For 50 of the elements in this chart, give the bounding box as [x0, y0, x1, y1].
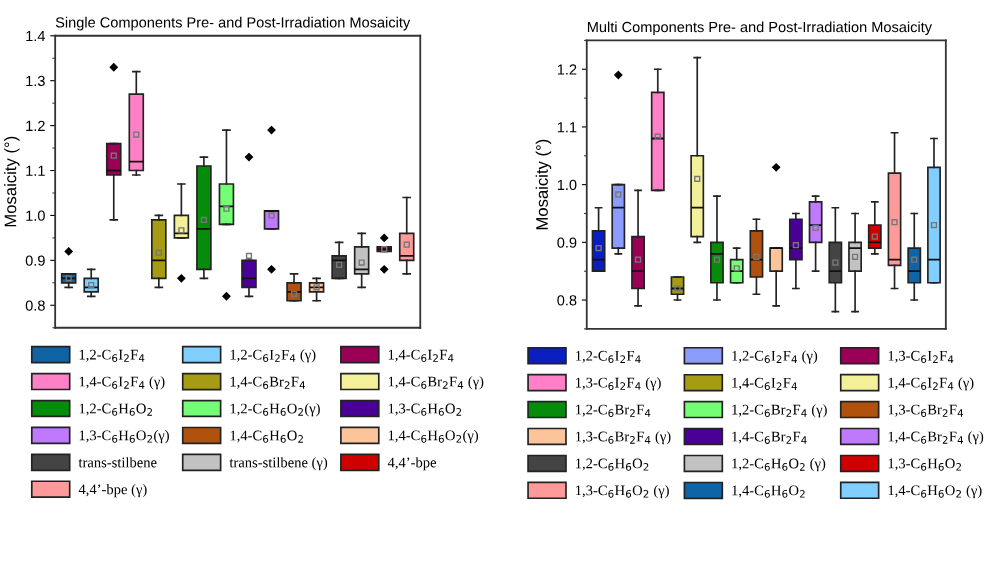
legend-label: 1,4-C$_{6}$Br$_{2}$F$_{4}$ (γ) — [888, 431, 984, 445]
y-tick-label: 1.3 — [26, 75, 45, 87]
legend-label: 1,3-C$_{6}$H$_{6}$O$_{2}$ — [888, 458, 961, 471]
y-tick-label: 1.2 — [557, 64, 577, 75]
y-tick-label: 0.8 — [557, 295, 577, 306]
legend-label: 1,3-C$_{6}$H$_{6}$O$_{2}$ (γ) — [576, 485, 669, 499]
legend-label: 1,3-C$_{6}$I$_{2}$F$_{4}$ — [888, 350, 954, 364]
y-tick-label: 1.1 — [557, 122, 577, 133]
legend-label: 1,3-C$_{6}$I$_{2}$F$_{4}$ (γ) — [576, 377, 661, 391]
legend-label: 4,4’-bpe — [387, 457, 437, 471]
legend-label: 1,2-C$_{6}$Br$_{2}$F$_{4}$ — [576, 404, 651, 417]
y-tick-label: 0.8 — [25, 300, 45, 311]
y-tick-label: 0.9 — [557, 237, 577, 248]
legend-label: trans-stilbene — [78, 457, 157, 468]
legend-label: 1,4-C$_{6}$Br$_{2}$F$_{4}$ — [732, 431, 807, 444]
legend-label: 1,2-C$_{6}$H$_{6}$O$_{2}$ — [79, 403, 152, 416]
y-tick-label: 1.4 — [26, 31, 46, 42]
y-axis-title: Mosaicity (°) — [4, 136, 20, 227]
legend-label: 1,4-C$_{6}$H$_{6}$O$_{2}$ — [230, 430, 303, 443]
legend-label: 1,4-C$_{6}$I$_{2}$F$_{4}$ (γ) — [888, 377, 974, 391]
legend-label: 1,2-C$_{6}$H$_{6}$O$_{2}$ (γ) — [732, 458, 826, 472]
legend-label: 4,4’-bpe (γ) — [78, 484, 147, 498]
y-tick-label: 1.1 — [26, 165, 45, 176]
y-tick-label: 1.0 — [557, 179, 577, 191]
legend-label: 1,2-C$_{6}$H$_{6}$O$_{2}$(γ) — [230, 403, 320, 417]
legend-label: 1,3-C$_{6}$H$_{6}$O$_{2}$(γ) — [79, 430, 169, 444]
legend-label: 1,4-C$_{6}$I$_{2}$F$_{4}$ — [388, 349, 454, 362]
legend-label: 1,2-C$_{6}$I$_{2}$F$_{4}$ — [79, 349, 145, 362]
legend-label: 1,4-C$_{6}$Br$_{2}$F$_{4}$ — [230, 376, 306, 389]
chart-title: Single Components Pre- and Post-Irradiation Mosaicity — [55, 16, 411, 31]
legend-label: 1,2-C$_{6}$I$_{2}$F$_{4}$ (γ) — [230, 349, 316, 363]
y-axis-title: Mosaicity (°) — [535, 139, 552, 230]
legend-label: 1,4-C$_{6}$Br$_{2}$F$_{4}$ (γ) — [388, 376, 484, 390]
y-tick-label: 1.0 — [26, 210, 45, 221]
legend-label: 1,3-C$_{6}$Br$_{2}$F$_{4}$ — [888, 404, 964, 417]
legend-label: 1,2-C$_{6}$I$_{2}$F$_{4}$ — [576, 350, 641, 364]
legend-label: 1,2-C$_{6}$I$_{2}$F$_{4}$ (γ) — [732, 350, 818, 364]
legend-label: 1,2-C$_{6}$Br$_{2}$F$_{4}$ (γ) — [732, 404, 827, 418]
chart-title: Multi Components Pre- and Post-Irradiation Mosaicity — [587, 21, 933, 36]
y-tick-label: 1.2 — [26, 120, 45, 131]
legend-label: 1,2-C$_{6}$H$_{6}$O$_{2}$ — [576, 458, 649, 471]
legend-label: 1,3-C$_{6}$H$_{6}$O$_{2}$ — [388, 403, 462, 416]
legend-label: 1,4-C$_{6}$H$_{6}$O$_{2}$ — [732, 485, 805, 498]
legend-label: 1,4-C$_{6}$I$_{2}$F$_{4}$ (γ) — [79, 376, 165, 390]
legend-label: 1,4-C$_{6}$I$_{2}$F$_{4}$ — [732, 377, 797, 391]
legend-label: 1,4-C$_{6}$H$_{6}$O$_{2}$ (γ) — [888, 485, 982, 499]
legend-label: 1,3-C$_{6}$Br$_{2}$F$_{4}$ (γ) — [576, 431, 671, 445]
legend-label: 1,4-C$_{6}$H$_{6}$O$_{2}$(γ) — [388, 430, 479, 444]
y-tick-label: 0.9 — [25, 255, 45, 266]
legend-label: trans-stilbene (γ) — [229, 457, 328, 471]
